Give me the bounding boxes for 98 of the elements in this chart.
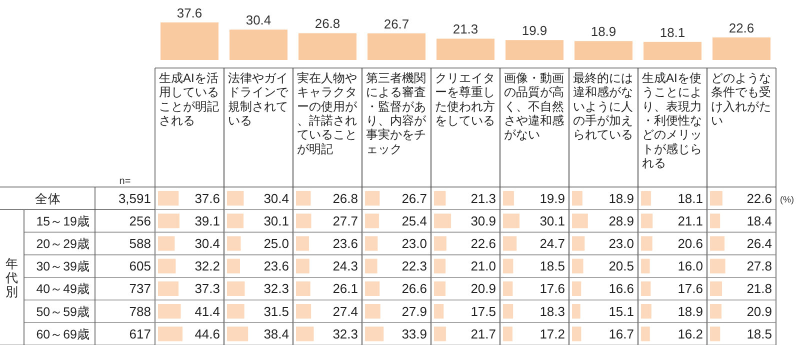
data-label: 16.2	[678, 326, 703, 342]
data-label: 26.7	[384, 16, 410, 32]
data-label: 18.3	[540, 304, 565, 319]
text: n=	[119, 176, 131, 187]
data-label: 27.8	[746, 258, 772, 274]
data-label: 15.1	[608, 304, 634, 319]
data-label: 23.6	[264, 258, 289, 274]
data-label: 23.0	[608, 236, 634, 251]
data-label: 17.5	[470, 304, 496, 319]
data-label: 25.0	[264, 236, 289, 251]
y-tick-label: 40～49歳	[36, 282, 90, 296]
text: 588	[129, 236, 151, 251]
chart-title: 第三者機関による審査・監督があり、内容が事実かをチェック	[366, 71, 427, 156]
text: 3,591	[118, 190, 151, 206]
data-label: 18.5	[746, 326, 772, 342]
data-label: 18.9	[608, 190, 634, 206]
data-label: 18.1	[678, 190, 703, 206]
data-label: 18.9	[590, 24, 616, 40]
data-label: 27.7	[332, 213, 358, 228]
data-label: 37.3	[194, 281, 220, 296]
data-label: 30.9	[470, 213, 496, 228]
data-label: 30.4	[194, 236, 220, 251]
data-label: 41.4	[194, 304, 220, 319]
data-label: 22.6	[728, 20, 754, 36]
data-label: 19.9	[540, 190, 565, 206]
data-label: 21.1	[678, 213, 703, 228]
y-tick-label: 60～69歳	[36, 327, 90, 342]
text: 737	[129, 281, 151, 296]
data-label: 33.9	[402, 326, 427, 342]
text: 605	[129, 258, 151, 274]
data-label: 21.0	[470, 258, 496, 274]
data-label: 18.9	[678, 304, 703, 319]
data-label: 26.8	[314, 16, 340, 32]
text: 788	[129, 304, 151, 319]
data-label: 44.6	[194, 326, 220, 342]
chart-title: どのような条件でも受け入れがたい	[711, 71, 771, 128]
text: 256	[129, 213, 151, 228]
data-label: 20.5	[608, 258, 634, 274]
data-label: 21.3	[470, 190, 496, 206]
data-label: 39.1	[194, 213, 220, 228]
data-label: 26.8	[332, 190, 358, 206]
text: 年代別	[4, 256, 18, 299]
data-label: 26.4	[746, 236, 772, 251]
data-label: 21.3	[452, 22, 478, 37]
data-label: 20.9	[746, 304, 772, 319]
data-label: 27.9	[402, 304, 427, 319]
data-label: 28.9	[608, 213, 634, 228]
chart-title: 画像・動画の品質が高く、不自然さや違和感がない	[504, 71, 564, 142]
data-label: 17.2	[540, 326, 565, 342]
data-label: 20.6	[678, 236, 703, 251]
data-label: 18.4	[746, 213, 772, 228]
data-label: 37.6	[194, 190, 220, 206]
data-label: 18.1	[660, 24, 686, 40]
y-tick-label: 30～39歳	[36, 260, 90, 274]
data-label: 26.7	[402, 190, 427, 206]
text: 617	[129, 326, 151, 342]
data-label: 30.4	[246, 12, 272, 28]
data-label: 23.0	[402, 236, 427, 251]
data-label: 26.6	[402, 281, 427, 296]
data-label: 30.1	[264, 213, 289, 228]
data-label: 24.7	[540, 236, 565, 251]
data-label: 31.5	[264, 304, 289, 319]
y-tick-label: 20～29歳	[36, 237, 90, 251]
data-label: 17.6	[540, 281, 565, 296]
data-label: 22.3	[402, 258, 427, 274]
data-label: 18.5	[540, 258, 565, 274]
data-label: 19.9	[522, 23, 548, 38]
data-label: 23.6	[332, 236, 358, 251]
data-label: 16.7	[608, 326, 634, 342]
data-label: 32.3	[264, 281, 289, 296]
data-label: 37.6	[176, 5, 202, 20]
y-tick-label: 全体	[35, 192, 61, 206]
data-label: 21.8	[746, 281, 772, 296]
chart-title: 最終的には違和感がないように人の手が加えられている	[573, 71, 633, 142]
data-label: 30.4	[264, 190, 289, 206]
data-label: 24.3	[332, 258, 358, 274]
data-label: 20.9	[470, 281, 496, 296]
y-tick-label: 50～59歳	[36, 304, 90, 319]
data-label: 16.0	[678, 258, 703, 274]
data-label: 22.6	[470, 236, 496, 251]
text: (%)	[780, 194, 794, 204]
y-tick-label: 15～19歳	[36, 214, 90, 228]
data-label: 32.2	[194, 258, 220, 274]
data-label: 21.7	[470, 326, 496, 342]
data-label: 25.4	[402, 213, 427, 228]
data-label: 27.4	[332, 304, 358, 319]
data-label: 17.6	[678, 281, 703, 296]
data-label: 30.1	[540, 213, 565, 228]
data-label: 38.4	[264, 326, 289, 342]
chart-title: 生成AIを活用していることが明記される	[159, 71, 219, 128]
chart-title: 法律やガイドラインで規制されている	[228, 71, 289, 128]
chart-title: 実在人物やキャラクターの使用が、許諾されていることが明記	[297, 71, 358, 156]
data-label: 32.3	[332, 326, 358, 342]
data-label: 16.6	[608, 281, 634, 296]
data-label: 26.1	[332, 281, 358, 296]
chart-title: 生成AIを使うことにより、表現力・利便性などのメリットが感じられる	[642, 71, 702, 170]
data-label: 22.6	[746, 190, 772, 206]
chart-title: クリエイターを尊重した使われ方をしている	[435, 71, 495, 128]
